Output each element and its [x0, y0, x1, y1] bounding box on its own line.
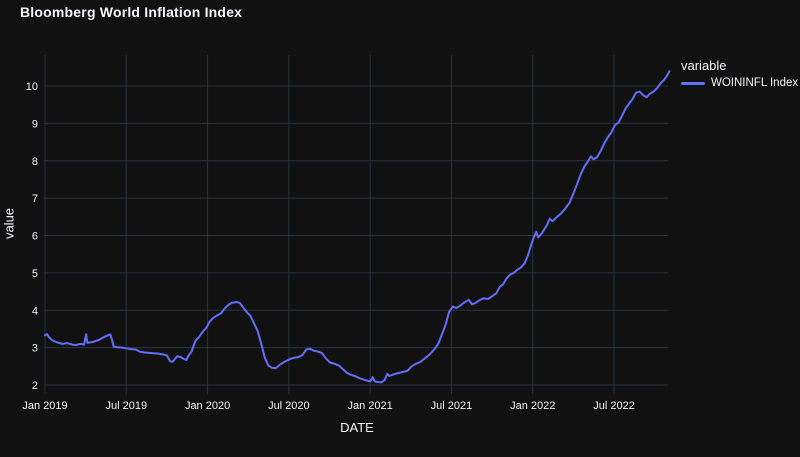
x-tick-label: Jan 2022: [510, 400, 555, 412]
series-line-woininfl[interactable]: [44, 70, 671, 384]
x-tick-label: Jan 2021: [348, 400, 393, 412]
y-tick-label: 5: [32, 268, 38, 280]
x-axis-title: DATE: [340, 420, 374, 435]
legend: variable WOININFL Index: [681, 58, 798, 89]
y-tick-label: 3: [32, 343, 38, 355]
x-tick-label: Jul 2019: [105, 400, 147, 412]
legend-item-woininfl[interactable]: WOININFL Index: [681, 77, 798, 89]
x-tick-label: Jul 2020: [268, 400, 310, 412]
y-tick-label: 8: [32, 156, 38, 168]
legend-title: variable: [681, 58, 727, 73]
y-tick-label: 6: [32, 231, 38, 243]
x-tick-label: Jan 2019: [22, 400, 67, 412]
x-tick-label: Jul 2022: [593, 400, 635, 412]
y-tick-label: 2: [32, 380, 38, 392]
y-tick-label: 10: [26, 81, 38, 93]
x-tick-label: Jul 2021: [431, 400, 473, 412]
x-tick-label: Jan 2020: [185, 400, 230, 412]
legend-item-label: WOININFL Index: [711, 77, 799, 89]
y-axis-title: value: [1, 207, 17, 240]
chart-title: Bloomberg World Inflation Index: [20, 4, 243, 20]
legend-line-sample-icon: [681, 81, 705, 85]
y-tick-label: 4: [32, 305, 38, 317]
y-tick-label: 7: [32, 193, 38, 205]
y-tick-label: 9: [32, 118, 38, 130]
